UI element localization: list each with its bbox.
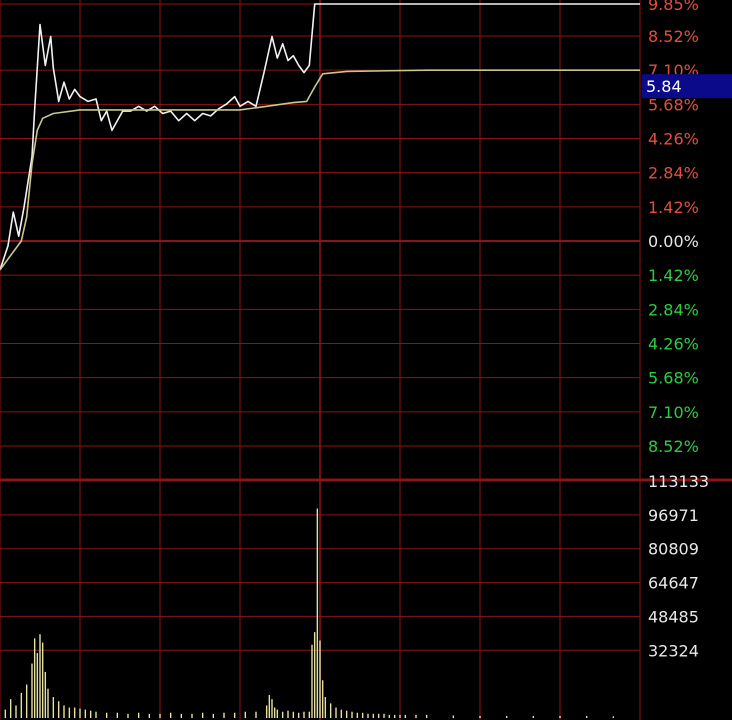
volume-tick-label: 96971 <box>648 506 699 525</box>
average-price-line <box>0 69 640 271</box>
price-tick-label: 0.00% <box>648 232 699 251</box>
price-tick-label: 5.68% <box>648 369 699 388</box>
price-lines <box>0 3 640 271</box>
volume-tick-label: 113133 <box>648 472 709 491</box>
price-tick-label: 8.52% <box>648 437 699 456</box>
price-tick-label: 1.42% <box>648 266 699 285</box>
price-tick-label: 9.85% <box>648 0 699 14</box>
volume-tick-label: 64647 <box>648 574 699 593</box>
price-tick-label: 4.26% <box>648 130 699 149</box>
volume-tick-label: 80809 <box>648 540 699 559</box>
volume-tick-label: 48485 <box>648 607 699 626</box>
price-tick-label: 7.10% <box>648 403 699 422</box>
current-price-marker-bg <box>642 74 732 99</box>
current-price-marker: 5.84 <box>642 74 732 99</box>
price-tick-label: 4.26% <box>648 334 699 353</box>
axis-labels: 9.85% 8.52% 7.10% 5.68% 4.26% 2.84% 1.42% 0.00%… <box>648 0 709 660</box>
current-price-marker-label: 5.84 <box>646 77 682 96</box>
volume-bars <box>4 508 615 718</box>
price-tick-label: 2.84% <box>648 300 699 319</box>
price-tick-label: 5.68% <box>648 95 699 114</box>
price-line <box>0 3 640 271</box>
volume-tick-label: 32324 <box>648 641 699 660</box>
price-tick-label: 2.84% <box>648 164 699 183</box>
price-tick-label: 1.42% <box>648 198 699 217</box>
price-tick-label: 8.52% <box>648 27 699 46</box>
